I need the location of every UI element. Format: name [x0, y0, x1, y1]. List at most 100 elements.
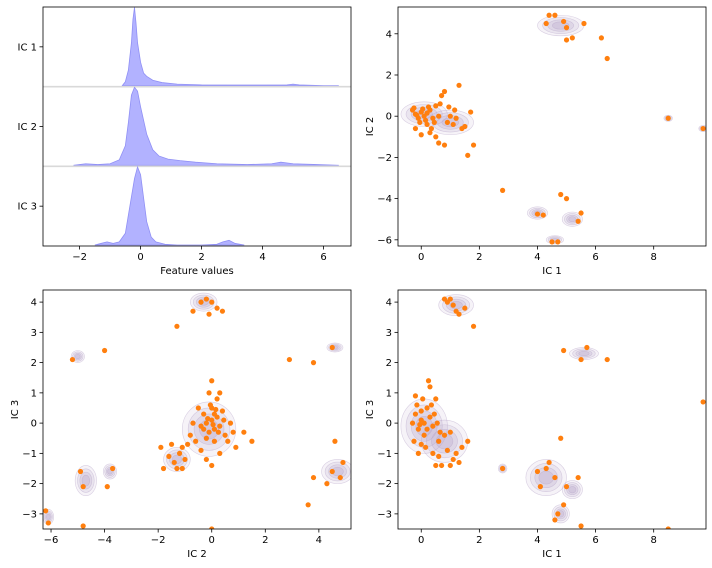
- scatter-point: [447, 113, 453, 119]
- scatter-point: [174, 323, 180, 329]
- scatter-point: [217, 423, 223, 429]
- scatter-point: [425, 104, 432, 110]
- scatter-point: [537, 484, 543, 490]
- scatter-point: [211, 438, 218, 444]
- scatter-point: [329, 344, 335, 351]
- scatter-point: [201, 426, 207, 432]
- scatter-point: [561, 347, 567, 354]
- scatter-point: [436, 140, 442, 146]
- scatter-point: [453, 308, 459, 314]
- x-tick-label: 0: [418, 252, 424, 263]
- scatter-point: [424, 405, 430, 411]
- x-tick-label: −2: [72, 252, 87, 263]
- y-tick-label: 3: [386, 328, 392, 339]
- scatter-point: [431, 411, 437, 417]
- y-tick-label: −1: [377, 449, 392, 460]
- ridge-label: IC 3: [18, 202, 37, 213]
- scatter-point: [417, 422, 423, 428]
- scatter-point: [563, 25, 570, 31]
- plot-area: [43, 292, 351, 529]
- x-tick-label: 4: [534, 252, 540, 263]
- scatter-point: [206, 429, 212, 435]
- x-tick-label: 2: [262, 535, 268, 546]
- scatter-point: [187, 432, 193, 438]
- x-tick-label: 2: [198, 252, 204, 263]
- scatter-point: [546, 12, 552, 18]
- scatter-point: [420, 106, 426, 112]
- scatter-point: [427, 130, 433, 136]
- scatter-point: [207, 402, 213, 408]
- scatter-point: [453, 115, 459, 121]
- x-axis-label: IC 1: [542, 266, 561, 277]
- y-tick-label: 4: [386, 29, 392, 40]
- scatter-point: [569, 35, 575, 41]
- scatter-point: [305, 502, 311, 508]
- y-tick-label: −1: [22, 449, 37, 460]
- density-contour: [568, 216, 577, 223]
- x-axis-label: Feature values: [160, 266, 234, 277]
- scatter-point: [431, 119, 437, 125]
- scatter-point: [437, 101, 443, 107]
- density-contour: [75, 354, 81, 360]
- y-axis-label: IC 3: [365, 400, 376, 419]
- scatter-point: [441, 142, 448, 148]
- density-contour: [538, 470, 554, 485]
- scatter-point: [534, 211, 541, 217]
- scatter-point: [211, 411, 218, 417]
- x-tick-label: 0: [209, 535, 215, 546]
- scatter-point: [575, 218, 581, 224]
- scatter-point: [468, 109, 474, 115]
- y-tick-label: 0: [386, 112, 392, 123]
- scatter-point: [447, 429, 453, 435]
- scatter-point: [578, 356, 584, 363]
- scatter-point: [421, 420, 427, 426]
- scatter-point: [214, 396, 220, 402]
- scatter-point: [563, 484, 570, 490]
- scatter-point: [198, 299, 204, 305]
- scatter-point: [409, 420, 416, 426]
- density-contour: [321, 459, 351, 484]
- plot-area: [43, 7, 351, 246]
- x-tick-label: 2: [476, 252, 482, 263]
- scatter-point: [45, 520, 51, 526]
- scatter-point: [412, 125, 419, 132]
- x-tick-label: 4: [316, 535, 322, 546]
- scatter-point: [446, 104, 452, 110]
- scatter-point: [176, 450, 183, 456]
- y-tick-label: 0: [386, 419, 392, 430]
- x-tick-label: −6: [44, 535, 59, 546]
- scatter-point: [209, 299, 215, 305]
- density-contour: [525, 459, 567, 497]
- y-tick-label: 4: [386, 298, 392, 309]
- scatter-point: [168, 441, 175, 447]
- scatter-point: [332, 438, 338, 444]
- scatter-point: [217, 450, 223, 456]
- scatter-point: [428, 125, 435, 132]
- scatter-point: [700, 399, 706, 405]
- density-contour: [46, 513, 51, 520]
- scatter-point: [441, 88, 448, 95]
- scatter-point: [555, 511, 561, 517]
- scatter-point: [430, 423, 436, 429]
- scatter-point: [203, 296, 209, 302]
- scatter-point: [110, 465, 116, 472]
- scatter-point: [418, 132, 424, 138]
- scatter-point: [433, 103, 439, 109]
- scatter-point: [665, 115, 671, 121]
- x-tick-label: 6: [592, 535, 598, 546]
- density-contour: [193, 413, 225, 445]
- scatter-point: [578, 210, 584, 216]
- y-tick-label: 2: [386, 70, 392, 81]
- scatter-point: [584, 344, 590, 351]
- y-axis-label: IC 2: [365, 117, 376, 136]
- scatter-point: [452, 107, 458, 113]
- scatter-point: [203, 420, 209, 426]
- scatter-point: [447, 296, 453, 302]
- scatter-point: [230, 429, 236, 435]
- density-contour: [328, 464, 347, 479]
- scatter-point: [415, 426, 421, 432]
- scatter-point: [193, 438, 199, 444]
- y-tick-label: 4: [31, 298, 37, 309]
